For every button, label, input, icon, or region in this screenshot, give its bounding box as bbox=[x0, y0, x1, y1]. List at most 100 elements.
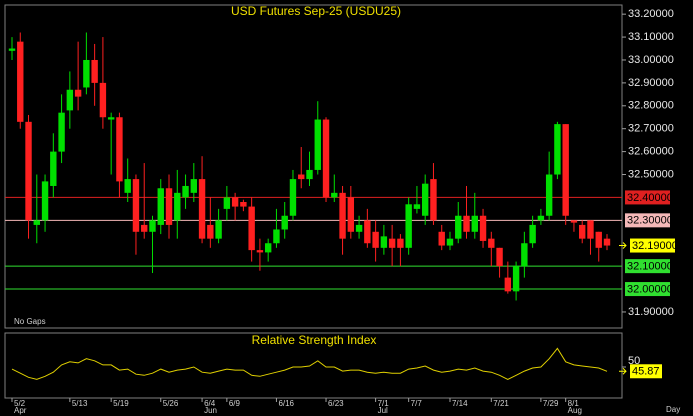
candle-body bbox=[306, 169, 313, 180]
candle-body bbox=[41, 181, 49, 221]
candle-body bbox=[66, 89, 74, 111]
rsi-title: Relative Strength Index bbox=[252, 333, 377, 347]
candle-body bbox=[182, 185, 189, 198]
y-tick-label: 32.60000 bbox=[628, 146, 674, 158]
candle-body bbox=[339, 192, 346, 239]
candle-body bbox=[471, 215, 478, 232]
candle-body bbox=[240, 202, 247, 207]
candle-body bbox=[149, 220, 156, 232]
candle-body bbox=[521, 243, 528, 267]
candle-body bbox=[33, 220, 40, 225]
candle-body bbox=[372, 231, 379, 248]
level-tag bbox=[625, 213, 670, 228]
candle-body bbox=[347, 197, 355, 232]
chart-title: USD Futures Sep-25 (USDU25) bbox=[231, 4, 401, 18]
candle-body bbox=[322, 119, 330, 198]
y-tick-label: 33.00000 bbox=[628, 54, 674, 66]
candle-body bbox=[107, 117, 115, 120]
x-tick-label: 5/26 bbox=[163, 399, 179, 408]
y-tick-label: 31.90000 bbox=[628, 306, 674, 318]
x-tick-label: 6/16 bbox=[278, 399, 294, 408]
candle-body bbox=[463, 215, 470, 232]
candle-body bbox=[314, 119, 321, 170]
candle-body bbox=[388, 238, 396, 248]
candle-body bbox=[397, 238, 404, 248]
rsi-line bbox=[11, 347, 608, 380]
y-tick-label: 33.20000 bbox=[628, 8, 674, 20]
x-tick-label: 7/1 bbox=[378, 399, 390, 408]
candle-body bbox=[273, 229, 280, 244]
last-tag bbox=[630, 238, 675, 253]
x-tick-label: 7/21 bbox=[493, 399, 509, 408]
price-panel bbox=[4, 4, 623, 329]
candle-body bbox=[8, 48, 16, 51]
candle-body bbox=[545, 174, 553, 216]
candle-body bbox=[74, 89, 82, 97]
candle-body bbox=[421, 183, 429, 216]
candle-body bbox=[355, 224, 363, 232]
level-label: 32.40000 bbox=[627, 192, 673, 204]
rsi-panel bbox=[4, 332, 623, 399]
candle-body bbox=[289, 179, 297, 216]
candle-body bbox=[430, 179, 437, 221]
candle-body bbox=[25, 121, 32, 221]
last-tag bbox=[630, 364, 662, 379]
candle-body bbox=[116, 117, 123, 182]
candle-body bbox=[570, 220, 578, 223]
candle-body bbox=[174, 192, 181, 221]
candle-body bbox=[50, 151, 57, 186]
candle-body bbox=[438, 231, 445, 246]
note: No Gaps bbox=[14, 317, 46, 326]
y-tick-label: 32.90000 bbox=[628, 77, 674, 89]
x-tick-label: 5/2 bbox=[14, 399, 26, 408]
candle-body bbox=[512, 266, 520, 292]
x-tick-label: 6/9 bbox=[229, 399, 241, 408]
candle-body bbox=[256, 250, 264, 253]
candle-body bbox=[405, 204, 412, 248]
candle-body bbox=[132, 179, 140, 232]
last-arrow bbox=[619, 242, 627, 249]
candle-body bbox=[579, 224, 586, 239]
candle-body bbox=[141, 224, 148, 232]
last-label: 32.19000 bbox=[632, 240, 678, 252]
level-label: 32.10000 bbox=[627, 261, 673, 273]
candle-body bbox=[504, 277, 512, 292]
candle-body bbox=[455, 215, 462, 239]
candle-body bbox=[331, 192, 338, 198]
y-tick-label: 50 bbox=[628, 355, 640, 367]
candle-body bbox=[91, 59, 98, 83]
candle-body bbox=[223, 197, 231, 209]
month-label: Apr bbox=[14, 406, 27, 415]
x-tick-label: 7/29 bbox=[543, 399, 559, 408]
candle-body bbox=[157, 188, 164, 225]
level-label: 32.30000 bbox=[627, 215, 673, 227]
candle-body bbox=[231, 197, 239, 207]
last-label: 45.87 bbox=[632, 366, 660, 378]
candle-body bbox=[529, 224, 536, 244]
level-label: 32.00000 bbox=[627, 283, 673, 295]
candle-body bbox=[298, 174, 305, 180]
candle-body bbox=[603, 238, 611, 246]
level-tag bbox=[625, 282, 670, 297]
candle-body bbox=[488, 238, 495, 248]
candle-body bbox=[190, 179, 198, 193]
candle-body bbox=[248, 206, 255, 251]
candle-body bbox=[562, 124, 569, 216]
candle-body bbox=[496, 247, 503, 267]
y-tick-label: 32.70000 bbox=[628, 123, 674, 135]
x-tick-label: 8/1 bbox=[568, 399, 580, 408]
x-tick-label: 7/14 bbox=[452, 399, 468, 408]
candle-body bbox=[595, 231, 602, 248]
candle-body bbox=[537, 215, 545, 221]
candle-body bbox=[554, 124, 561, 175]
candle-body bbox=[215, 220, 222, 239]
candle-body bbox=[364, 220, 371, 244]
candle-body bbox=[124, 179, 131, 193]
level-tag bbox=[625, 190, 670, 205]
x-unit: Day bbox=[666, 405, 680, 414]
candle-body bbox=[587, 220, 594, 239]
candle-body bbox=[17, 41, 24, 122]
x-tick-label: 6/23 bbox=[328, 399, 344, 408]
x-tick-label: 6/4 bbox=[204, 399, 216, 408]
